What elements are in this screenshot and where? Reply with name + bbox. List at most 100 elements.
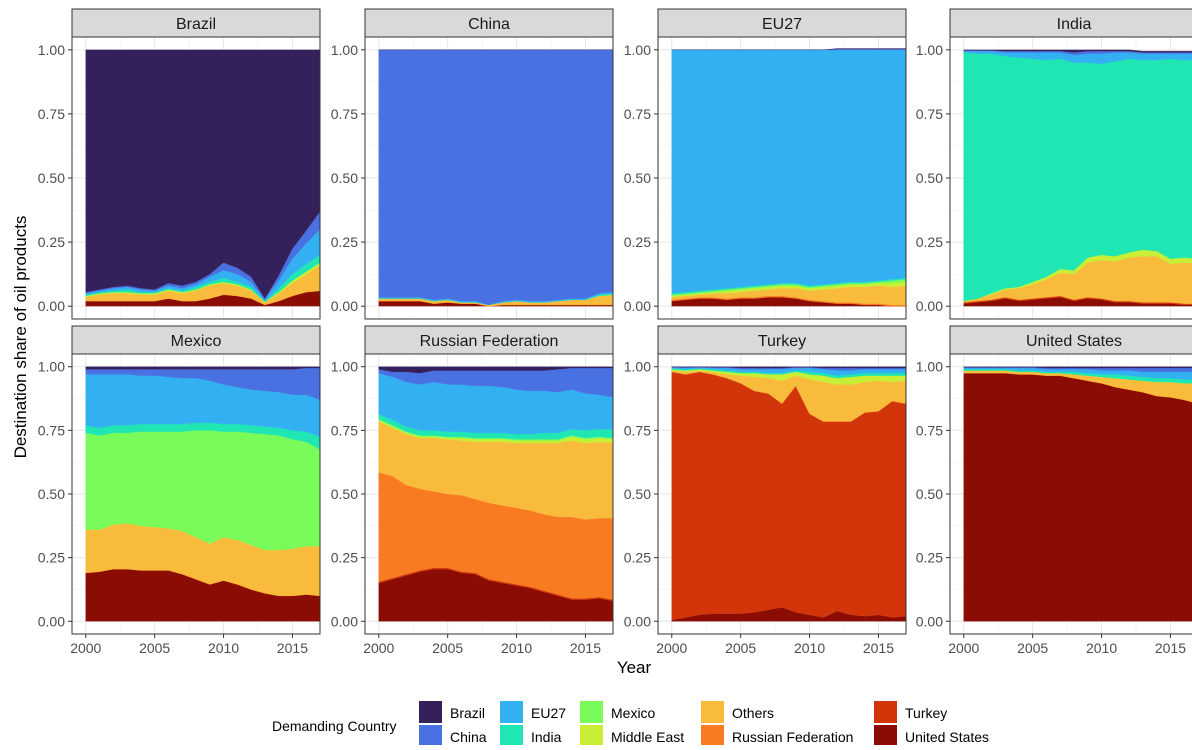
panel-strip [949,325,1192,355]
y-tick-label: 0.75 [331,422,358,438]
area-brazil [85,366,321,370]
y-tick-label: 0.75 [916,422,943,438]
y-tick-label: 0.25 [624,550,651,566]
y-tick-label: 0.25 [331,550,358,566]
y-tick-label: 0.25 [331,234,358,250]
stacked-areas [378,366,614,622]
x-tick-label: 2010 [1086,640,1117,656]
x-axis-title: Year [617,658,652,677]
x-tick-label: 2010 [501,640,532,656]
legend-label: Russian Federation [732,729,853,745]
y-tick-label: 0.00 [331,298,358,314]
y-tick-label: 0.25 [38,550,65,566]
legend-swatch [580,701,603,723]
panel-title: India [1057,16,1092,33]
legend-swatch [874,725,897,747]
y-axis: 0.00 0.25 0.50 0.75 1.00 [916,359,950,629]
y-tick-label: 0.00 [38,298,65,314]
x-tick-label: 2005 [1017,640,1048,656]
x-tick-label: 2005 [725,640,756,656]
legend-swatch [874,701,897,723]
y-axis: 0.00 0.25 0.50 0.75 1.00 [38,359,72,629]
y-tick-label: 0.50 [331,486,358,502]
x-axis: 2000 2005 2010 2015 [948,634,1186,656]
y-tick-label: 0.50 [624,170,651,186]
legend-item-mexico: Mexico [580,701,656,723]
legend-label: Mexico [611,705,656,721]
panel-strip [949,8,1192,38]
x-tick-label: 2000 [948,640,979,656]
y-tick-label: 0.00 [916,613,943,629]
x-axis: 2000 2005 2010 2015 [363,634,601,656]
panel-india: India 0.00 0.25 0.50 0.75 1.00 [916,8,1192,320]
y-tick-label: 0.50 [38,486,65,502]
y-tick-label: 0.00 [331,613,358,629]
panel-strip [71,325,321,355]
legend-item-india: India [500,725,562,747]
panel-eu27: EU27 0.00 0.25 0.50 0.75 1.00 [624,8,907,320]
panel-strip [364,325,614,355]
panel-china: China 0.00 0.25 0.50 0.75 1.00 [331,8,614,320]
y-tick-label: 1.00 [916,42,943,58]
y-tick-label: 0.25 [624,234,651,250]
panel-title: United States [1026,333,1122,350]
panel-strip [364,8,614,38]
legend-item-middle-east: Middle East [580,725,684,747]
x-tick-label: 2000 [363,640,394,656]
x-axis: 2000 2005 2010 2015 [70,634,308,656]
legend-swatch [500,725,523,747]
x-tick-label: 2005 [139,640,170,656]
legend-item-turkey: Turkey [874,701,947,723]
legend-item-brazil: Brazil [419,701,485,723]
legend-swatch [701,725,724,747]
stacked-areas [85,366,321,622]
y-tick-label: 0.75 [624,106,651,122]
y-tick-label: 0.75 [38,106,65,122]
y-tick-label: 0.00 [38,613,65,629]
legend-item-united-states: United States [874,725,989,747]
legend-item-china: China [419,725,487,747]
legend-label: Turkey [905,705,947,721]
panel-title: Russian Federation [420,333,559,350]
y-tick-label: 0.50 [916,486,943,502]
legend-swatch [419,701,442,723]
legend-label: Brazil [450,705,485,721]
panel-title: Turkey [758,333,806,350]
area-brazil [963,49,1192,53]
x-tick-label: 2000 [656,640,687,656]
legend-label: Middle East [611,729,684,745]
y-tick-label: 0.25 [38,234,65,250]
y-tick-label: 0.25 [916,234,943,250]
area-united-states [963,372,1192,622]
legend-title: Demanding Country [272,718,397,734]
y-tick-label: 0.75 [916,106,943,122]
y-tick-label: 0.50 [916,170,943,186]
x-tick-label: 2005 [432,640,463,656]
y-tick-label: 1.00 [331,42,358,58]
y-tick-label: 1.00 [331,359,358,375]
legend-swatch [580,725,603,747]
x-tick-label: 2010 [208,640,239,656]
y-tick-label: 0.00 [916,298,943,314]
stacked-areas [671,48,907,307]
stacked-areas [378,49,614,307]
x-tick-label: 2010 [794,640,825,656]
stacked-areas [963,366,1192,622]
legend-item-russian-federation: Russian Federation [701,725,853,747]
y-tick-label: 0.00 [624,298,651,314]
y-tick-label: 1.00 [38,42,65,58]
y-tick-label: 0.75 [331,106,358,122]
x-tick-label: 2015 [1155,640,1186,656]
legend-item-eu27: EU27 [500,701,566,723]
y-tick-label: 0.50 [331,170,358,186]
panel-title: China [468,16,510,33]
panel-russian-federation: Russian Federation 0.00 0.25 0.50 0.75 1.00 20… [331,325,614,656]
legend-items: Brazil China EU27 India Mexico Middle East Oth… [419,701,989,747]
y-tick-label: 0.25 [916,550,943,566]
y-tick-label: 1.00 [624,42,651,58]
area-china [378,49,614,306]
facet-panels: Brazil0.000.250.500.751.00China0.000.250… [38,8,1192,656]
